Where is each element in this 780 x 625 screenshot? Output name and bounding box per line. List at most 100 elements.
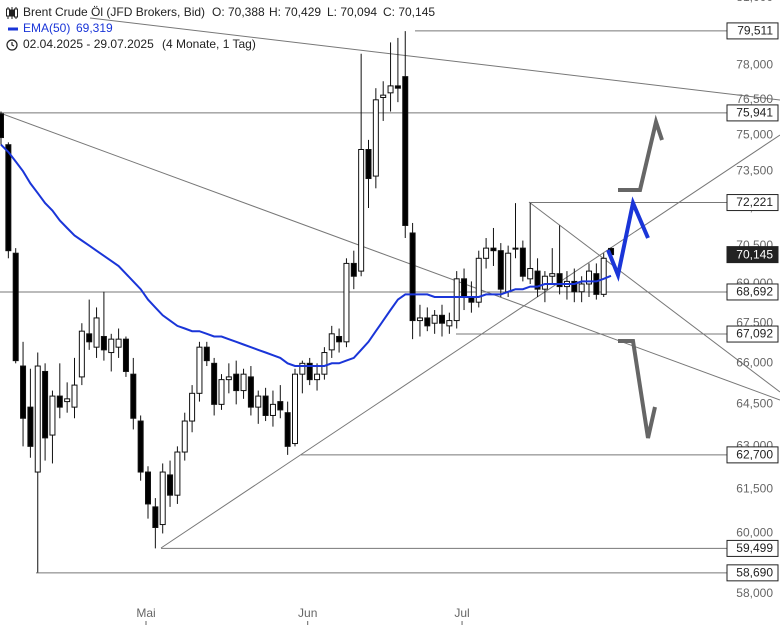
- level-labels: 79,511 75,941 72,221 70,145 68,692 67,092 62,7…: [726, 22, 779, 582]
- level-box: [726, 283, 779, 301]
- level-label: 70,145: [736, 247, 773, 261]
- candle-body: [130, 373, 137, 419]
- candle-body: [453, 278, 460, 322]
- ema-line: [0, 143, 612, 367]
- legend-label: EMA(50): [23, 21, 70, 35]
- x-tick-label: Jun: [298, 606, 317, 620]
- candle-body: [145, 471, 151, 505]
- candle-body: [247, 376, 254, 408]
- candle-body: [152, 506, 159, 529]
- trend-line: [89, 17, 780, 101]
- candle-body: [505, 252, 512, 293]
- candle-body: [461, 278, 468, 298]
- ohlc-open: O: 70,388: [212, 5, 265, 19]
- candle-body: [314, 373, 321, 381]
- y-tick-label: 66,000: [736, 356, 773, 370]
- candle-body: [424, 317, 431, 327]
- candle-body: [255, 395, 262, 408]
- candle-body: [431, 314, 438, 324]
- candle-body: [321, 352, 328, 375]
- candle-body: [115, 338, 122, 348]
- level-label: 59,499: [736, 541, 773, 555]
- levels: [0, 30, 727, 574]
- candle-body: [64, 398, 71, 403]
- candle-body: [358, 148, 365, 272]
- arrows: [606, 114, 664, 439]
- chart-icon: [6, 7, 18, 19]
- y-tick-label: 81,000: [736, 0, 773, 4]
- candle-body: [343, 262, 350, 343]
- candle-body: [181, 420, 188, 453]
- candle-body: [93, 317, 100, 348]
- candle-body: [328, 333, 335, 351]
- candle-body: [475, 257, 482, 303]
- candle-body: [262, 395, 269, 416]
- candle-body: [519, 247, 526, 277]
- candle-body: [593, 273, 600, 295]
- candle-body: [350, 262, 357, 277]
- candle-body: [167, 474, 174, 496]
- y-tick-label: 78,000: [736, 57, 773, 71]
- candle-body: [534, 270, 541, 290]
- level-label: 58,690: [736, 566, 773, 580]
- candle-body: [189, 392, 196, 422]
- candle-body: [233, 373, 240, 392]
- candle-body: [42, 370, 49, 439]
- candle-body: [409, 232, 416, 322]
- candle-body: [240, 373, 247, 392]
- candle-body: [34, 365, 41, 473]
- date-range: 02.04.2025 - 29.07.2025: [23, 37, 154, 51]
- candle-body: [159, 471, 166, 526]
- trend-lines: [0, 17, 780, 549]
- level-label: 62,700: [736, 448, 773, 462]
- trend-line: [0, 112, 780, 401]
- y-tick-label: 76,500: [736, 92, 773, 106]
- level-box: [726, 104, 779, 122]
- period: (4 Monate, 1 Tag): [162, 37, 256, 51]
- candle-body: [600, 257, 607, 295]
- candle-body: [56, 395, 63, 408]
- y-tick-label: 75,000: [736, 127, 773, 141]
- candle-body: [483, 247, 490, 259]
- ohlc-low: L: 70,094: [327, 5, 377, 19]
- legend-value: 69,319: [76, 21, 113, 35]
- level-box: [726, 446, 779, 464]
- trend-line: [160, 134, 780, 549]
- arrow-up: [618, 114, 664, 192]
- level-box: [726, 22, 779, 40]
- candle-body: [541, 275, 548, 290]
- candle-body: [284, 412, 291, 447]
- candle-body: [225, 376, 232, 381]
- clock-icon: [6, 39, 18, 51]
- candle-body: [137, 420, 144, 473]
- level-label: 68,692: [736, 285, 773, 299]
- level-label: 72,221: [736, 195, 773, 209]
- candle-body: [78, 330, 85, 378]
- candle-body: [402, 76, 409, 226]
- candle-body: [20, 365, 27, 419]
- y-tick-label: 64,500: [736, 397, 773, 411]
- candle-body: [5, 144, 12, 252]
- candle-body: [218, 379, 225, 405]
- y-tick-label: 61,500: [736, 482, 773, 496]
- candle-body: [49, 395, 56, 436]
- candle-body: [336, 335, 343, 343]
- candle-body: [446, 320, 453, 327]
- candle-body: [394, 85, 401, 89]
- candle-body: [586, 270, 592, 285]
- candle-body: [211, 362, 218, 405]
- ohlc-close: C: 70,145: [383, 5, 435, 19]
- candle-body: [0, 113, 4, 139]
- candle-body: [578, 283, 585, 293]
- chart-title: Brent Crude Öl (JFD Brokers, Bid): [23, 5, 205, 19]
- y-tick-label: 58,000: [736, 586, 773, 600]
- level-label: 67,092: [736, 327, 773, 341]
- x-tick-label: Jul: [454, 606, 469, 620]
- candle-body: [277, 401, 284, 411]
- candle-body: [174, 451, 181, 496]
- candle-body: [203, 346, 210, 362]
- candle-body: [299, 362, 306, 375]
- y-tick-label: 73,500: [736, 163, 773, 177]
